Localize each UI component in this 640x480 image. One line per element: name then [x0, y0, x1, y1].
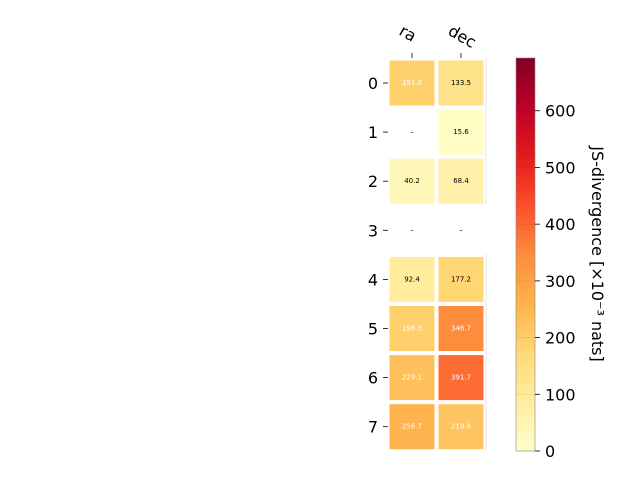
- heatmap-cell-4-ra: [389, 256, 435, 302]
- heatmap-cell-2-ra: [389, 158, 435, 204]
- cell-value-label: 133.5: [451, 79, 471, 87]
- cell-value-label: 229.1: [402, 374, 422, 382]
- row-label-3: 3: [368, 221, 378, 240]
- cell-value-label: 92.4: [404, 275, 420, 283]
- cell-value-label: 191.0: [402, 79, 422, 87]
- heatmap-cell-1-dec: [438, 109, 484, 155]
- heatmap-cell-6-ra: [389, 355, 435, 401]
- cell-value-label: 177.2: [451, 275, 471, 283]
- colorbar-tick-label: 300: [545, 272, 576, 291]
- row-label-0: 0: [368, 74, 378, 93]
- heatmap-cell-7-dec: [438, 404, 484, 450]
- cell-value-label: 15.6: [453, 128, 469, 136]
- heatmap-cell-6-dec: [438, 355, 484, 401]
- cell-value-label: –: [459, 226, 463, 234]
- colorbar-tick-label: 500: [545, 158, 576, 177]
- heatmap-cell-2-dec: [438, 158, 484, 204]
- row-label-6: 6: [368, 369, 378, 388]
- cell-value-label: 346.7: [451, 325, 471, 333]
- column-labels: ra dec: [396, 21, 479, 58]
- cell-value-label: 218.8: [451, 423, 471, 431]
- colorbar-tick-label: 200: [545, 329, 576, 348]
- colorbar-tick-label: 400: [545, 215, 576, 234]
- cell-value-label: 196.3: [402, 325, 422, 333]
- heatmap-cell-0-ra: [389, 60, 435, 106]
- heatmap-cell-0-dec: [438, 60, 484, 106]
- cell-value-label: 40.2: [404, 177, 420, 185]
- colorbar-tick-label: 600: [545, 102, 576, 121]
- column-label-dec: dec: [445, 21, 479, 52]
- cell-value-label: –: [410, 226, 414, 234]
- colorbar-ticks: 0 100 200 300 400 500 600: [516, 102, 576, 461]
- heatmap-cell-4-dec: [438, 256, 484, 302]
- colorbar-tick-label: 0: [545, 442, 555, 461]
- colorbar-gradient: [515, 57, 536, 452]
- heatmap-grid: 191.0 133.5 – 15.6 40.2 68.4 – – 92.4 177.2 196.3 3…: [389, 58, 487, 451]
- colorbar: [515, 57, 536, 452]
- row-label-5: 5: [368, 320, 378, 339]
- row-label-7: 7: [368, 418, 378, 437]
- heatmap-cell-5-ra: [389, 306, 435, 351]
- column-label-ra: ra: [396, 21, 420, 46]
- colorbar-label: JS-divergence [×10⁻³ nats]: [588, 145, 607, 361]
- colorbar-tick-label: 100: [545, 385, 576, 404]
- row-label-4: 4: [368, 270, 378, 289]
- row-label-2: 2: [368, 172, 378, 191]
- cell-value-label: 68.4: [453, 177, 469, 185]
- heatmap-cell-5-dec: [438, 306, 484, 351]
- cell-value-label: 391.7: [451, 374, 471, 382]
- row-label-1: 1: [368, 123, 378, 142]
- heatmap-cell-7-ra: [389, 404, 435, 450]
- cell-value-label: –: [410, 128, 414, 136]
- row-labels: 0 1 2 3 4 5 6 7: [368, 74, 388, 437]
- cell-value-label: 256.7: [402, 423, 422, 431]
